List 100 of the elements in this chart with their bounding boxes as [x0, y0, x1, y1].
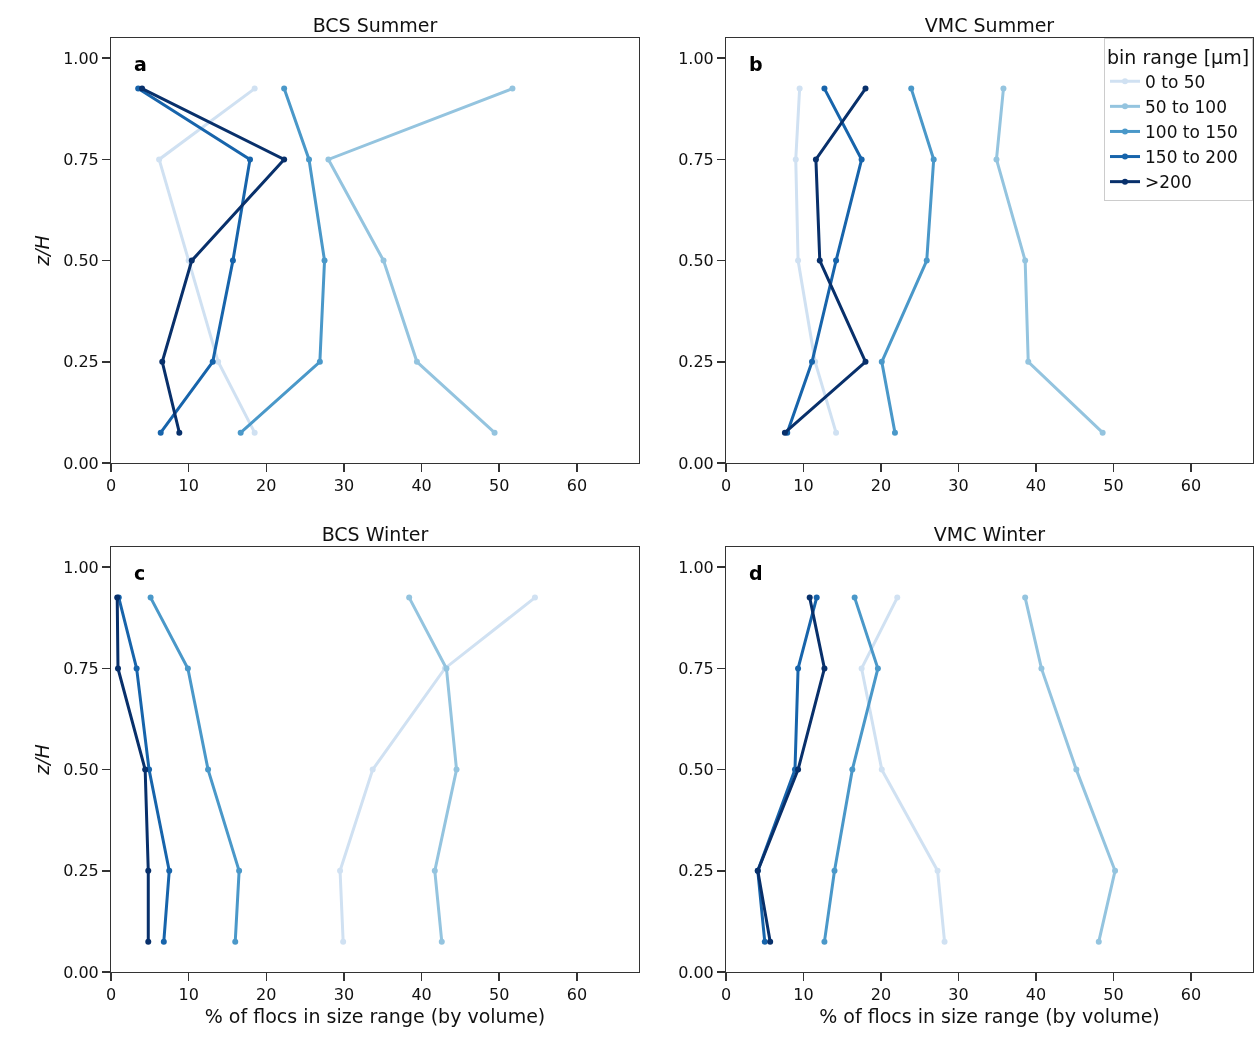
x-tick-label: 10	[178, 985, 199, 1005]
point	[833, 429, 840, 436]
y-tick-label: 0.25	[63, 352, 99, 372]
point	[236, 867, 243, 874]
point	[133, 665, 140, 672]
point	[795, 665, 802, 672]
x-tick-label: 30	[948, 985, 969, 1005]
point	[184, 665, 191, 672]
point	[340, 938, 347, 945]
point	[894, 594, 901, 601]
annotation: a	[134, 53, 147, 75]
point	[145, 938, 152, 945]
point	[114, 665, 121, 672]
legend-label: 0 to 50	[1145, 71, 1206, 92]
point	[509, 85, 516, 92]
point	[858, 156, 865, 163]
x-tick-label: 10	[793, 985, 814, 1005]
x-tick-label: 40	[411, 985, 432, 1005]
point	[993, 156, 1000, 163]
point	[316, 358, 323, 365]
x-axis-title: % of flocs in size range (by volume)	[819, 1005, 1160, 1027]
legend-label: 50 to 100	[1145, 96, 1227, 117]
x-tick-label: 40	[411, 476, 432, 496]
point	[281, 156, 288, 163]
point	[795, 257, 802, 264]
x-tick-label: 30	[333, 476, 355, 496]
point	[251, 85, 258, 92]
point	[1073, 766, 1080, 773]
chart-title: VMC Summer	[924, 14, 1055, 36]
point	[431, 867, 438, 874]
point	[821, 85, 828, 92]
x-tick-label: 0	[105, 476, 117, 496]
x-tick-label: 50	[1103, 476, 1124, 496]
y-tick-label: 0.25	[63, 861, 99, 881]
x-tick-label: 50	[1103, 985, 1124, 1005]
point	[325, 156, 332, 163]
x-tick-label: 0	[720, 476, 732, 496]
point	[453, 766, 460, 773]
y-tick-label: 0.50	[678, 760, 714, 780]
x-axis-title: % of flocs in size range (by volume)	[204, 1005, 546, 1027]
point	[251, 429, 258, 436]
point	[796, 85, 803, 92]
y-tick-label: 1.00	[678, 48, 714, 68]
point	[306, 156, 312, 163]
x-tick-label: 60	[566, 476, 588, 496]
point	[878, 766, 885, 773]
x-tick-label: 40	[1025, 985, 1047, 1005]
point	[1099, 429, 1106, 436]
x-tick-label: 20	[256, 476, 277, 496]
point	[531, 594, 538, 601]
point	[874, 665, 881, 672]
point	[1022, 257, 1029, 264]
point	[812, 156, 819, 163]
point	[205, 766, 212, 773]
y-tick-label: 0.50	[678, 251, 714, 271]
y-tick-label: 0.25	[678, 352, 714, 372]
point	[380, 257, 387, 264]
x-tick-label: 20	[870, 985, 892, 1005]
point	[142, 766, 149, 773]
x-tick-label: 40	[1025, 476, 1047, 496]
point	[1038, 665, 1045, 672]
point	[156, 156, 163, 163]
point	[1025, 358, 1032, 365]
legend-label: >200	[1145, 172, 1192, 193]
y-tick-label: 0.00	[63, 962, 99, 982]
point	[246, 156, 253, 163]
legend-title: bin range [μm]	[1107, 45, 1250, 68]
point	[806, 594, 813, 601]
point	[215, 358, 222, 365]
point	[229, 257, 236, 264]
point	[930, 156, 937, 163]
annotation: d	[749, 562, 763, 584]
point	[166, 867, 173, 874]
y-tick-label: 0.00	[678, 962, 714, 982]
x-tick-label: 0	[720, 985, 732, 1005]
x-tick-label: 20	[870, 476, 892, 496]
y-tick-label: 0.75	[678, 150, 714, 170]
annotation: b	[749, 53, 763, 75]
y-tick-label: 0.00	[678, 453, 714, 473]
point	[1022, 594, 1029, 601]
point	[1112, 867, 1119, 874]
x-tick-label: 50	[489, 985, 510, 1005]
point	[813, 594, 820, 601]
x-tick-label: 60	[1180, 476, 1202, 496]
legend-label: 150 to 200	[1145, 147, 1238, 168]
y-tick-label: 0.50	[63, 251, 99, 271]
x-tick-label: 10	[178, 476, 199, 496]
y-tick-label: 0.75	[63, 150, 99, 170]
point	[934, 867, 941, 874]
annotation: c	[134, 562, 146, 584]
point	[1000, 85, 1007, 92]
point	[833, 257, 840, 264]
point	[821, 938, 828, 945]
point	[761, 938, 768, 945]
point	[147, 594, 154, 601]
point	[831, 867, 838, 874]
point	[862, 85, 869, 92]
chart-title: BCS Winter	[321, 523, 429, 545]
x-tick-label: 0	[105, 985, 117, 1005]
point	[795, 766, 802, 773]
